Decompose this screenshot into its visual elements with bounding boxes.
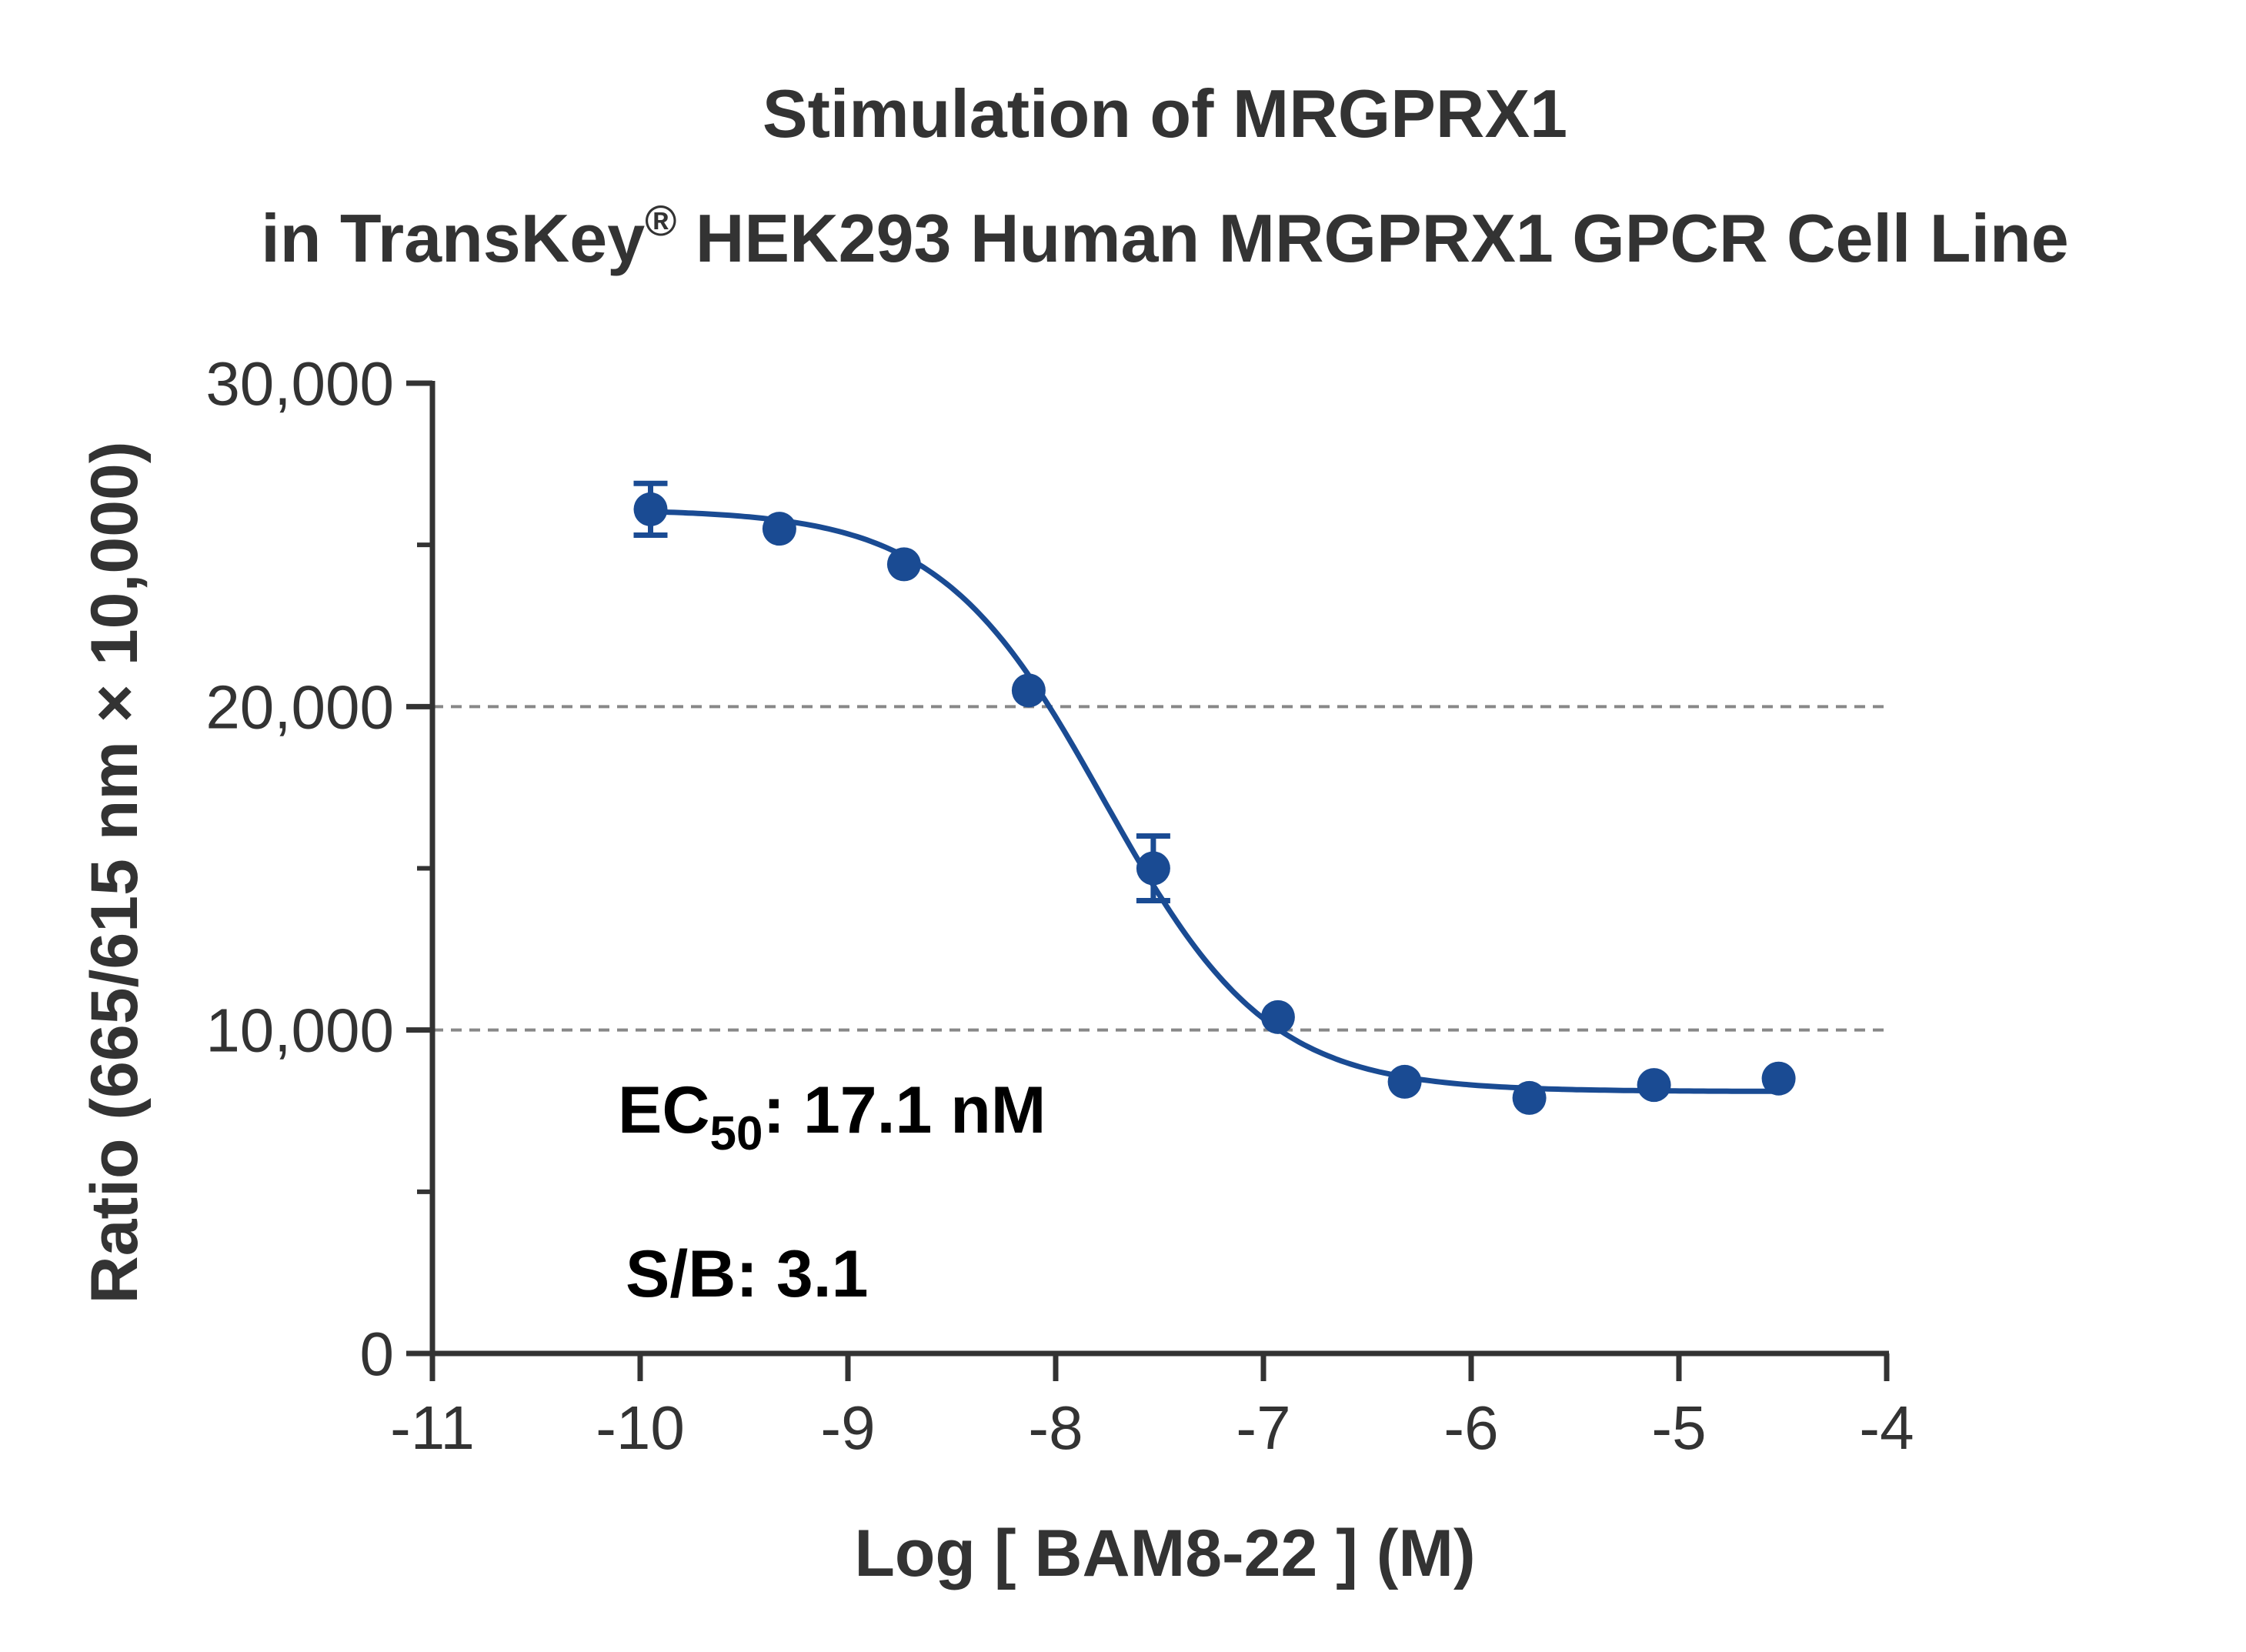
data-point (1011, 673, 1046, 708)
x-tick-label: -9 (820, 1393, 875, 1462)
y-tick-label: 20,000 (205, 672, 394, 741)
x-tick-label: -7 (1236, 1393, 1290, 1462)
chart-title-line2-pre: in TransKey (261, 200, 645, 276)
data-point (886, 547, 921, 582)
chart-title-line1: Stimulation of MRGPRX1 (763, 75, 1567, 152)
data-point (1136, 851, 1170, 886)
chart-title-registered-mark: ® (645, 196, 676, 245)
sb-annotation: S/B: 3.1 (626, 1237, 868, 1311)
data-point (762, 512, 796, 546)
chart-title-line2: in TransKey® HEK293 Human MRGPRX1 GPCR C… (261, 196, 2068, 276)
ec50-subscript: 50 (709, 1107, 763, 1160)
data-point (1387, 1064, 1422, 1099)
chart-title-line2-post: HEK293 Human MRGPRX1 GPCR Cell Line (676, 200, 2068, 276)
ec50-annotation: EC50: 17.1 nM (618, 1073, 1046, 1160)
fit-curve-group (650, 509, 1779, 1094)
y-tick-label: 30,000 (205, 349, 394, 418)
ec50-value: : 17.1 nM (763, 1073, 1046, 1147)
fit-curve (650, 509, 1779, 1094)
y-axis-label: Ratio (665/615 nm × 10,000) (78, 442, 152, 1304)
x-tick-label: -6 (1443, 1393, 1498, 1462)
data-point (1761, 1061, 1796, 1096)
x-tick-label: -10 (596, 1393, 685, 1462)
y-tick-label: 0 (360, 1320, 395, 1388)
data-point (633, 492, 668, 526)
ec50-prefix: EC (618, 1073, 709, 1147)
data-point (1637, 1068, 1671, 1103)
data-points (633, 480, 1796, 1115)
x-tick-label: -8 (1028, 1393, 1083, 1462)
gridlines (432, 705, 1887, 1032)
data-point (1260, 1000, 1295, 1034)
x-tick-label: -4 (1859, 1393, 1914, 1462)
axes: 0 10,000 20,000 30,000 -11 -10 -9 -8 -7 -6 -5 -4 (205, 349, 1914, 1462)
x-tick-label: -5 (1651, 1393, 1706, 1462)
x-axis-label: Log [ BAM8-22 ] (M) (854, 1517, 1475, 1590)
x-tick-label: -11 (390, 1393, 475, 1462)
y-tick-label: 10,000 (205, 996, 394, 1065)
data-point (1512, 1080, 1547, 1115)
